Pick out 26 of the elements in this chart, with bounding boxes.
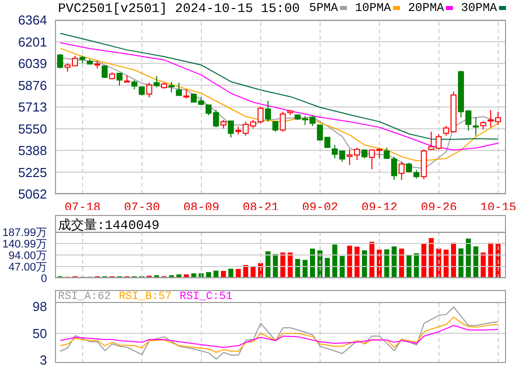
legend-label: 30PMA (460, 1, 498, 15)
y-tick-label: 50 (32, 326, 47, 341)
text: RSI_A:62 (58, 291, 111, 303)
text: RSI_B:57 (118, 291, 172, 303)
legend-label: 10PMA (354, 1, 392, 15)
y-tick-label: 6364 (18, 12, 47, 28)
y-tick-label: 6039 (18, 56, 47, 72)
y-tick-label: 3 (40, 352, 47, 365)
chart-title: PVC2501[v2501] 2024-10-15 15:00 (58, 1, 300, 16)
y-tick-label: 6201 (18, 34, 47, 50)
y-tick-label: 0 (40, 272, 47, 285)
legend-label: 20PMA (408, 1, 445, 15)
y-tick-label: 5713 (18, 100, 47, 115)
legend-label: 5PMA (309, 1, 339, 15)
text: RSI_C:51 (180, 291, 232, 303)
y-tick-label: 5388 (18, 143, 47, 158)
chart-title: 成交量:1440049 (58, 217, 160, 234)
y-tick-label: 5225 (18, 164, 47, 180)
y-tick-label: 98 (32, 299, 47, 314)
y-tick-label: 140.99万 (2, 238, 47, 250)
y-tick-label: 47.00万 (8, 261, 47, 274)
y-tick-label: 5062 (18, 186, 47, 202)
y-tick-label: 187.99万 (2, 226, 47, 239)
y-tick-label: 5876 (18, 78, 47, 93)
y-tick-label: 94.00万 (8, 250, 47, 262)
y-tick-label: 5550 (18, 121, 47, 136)
